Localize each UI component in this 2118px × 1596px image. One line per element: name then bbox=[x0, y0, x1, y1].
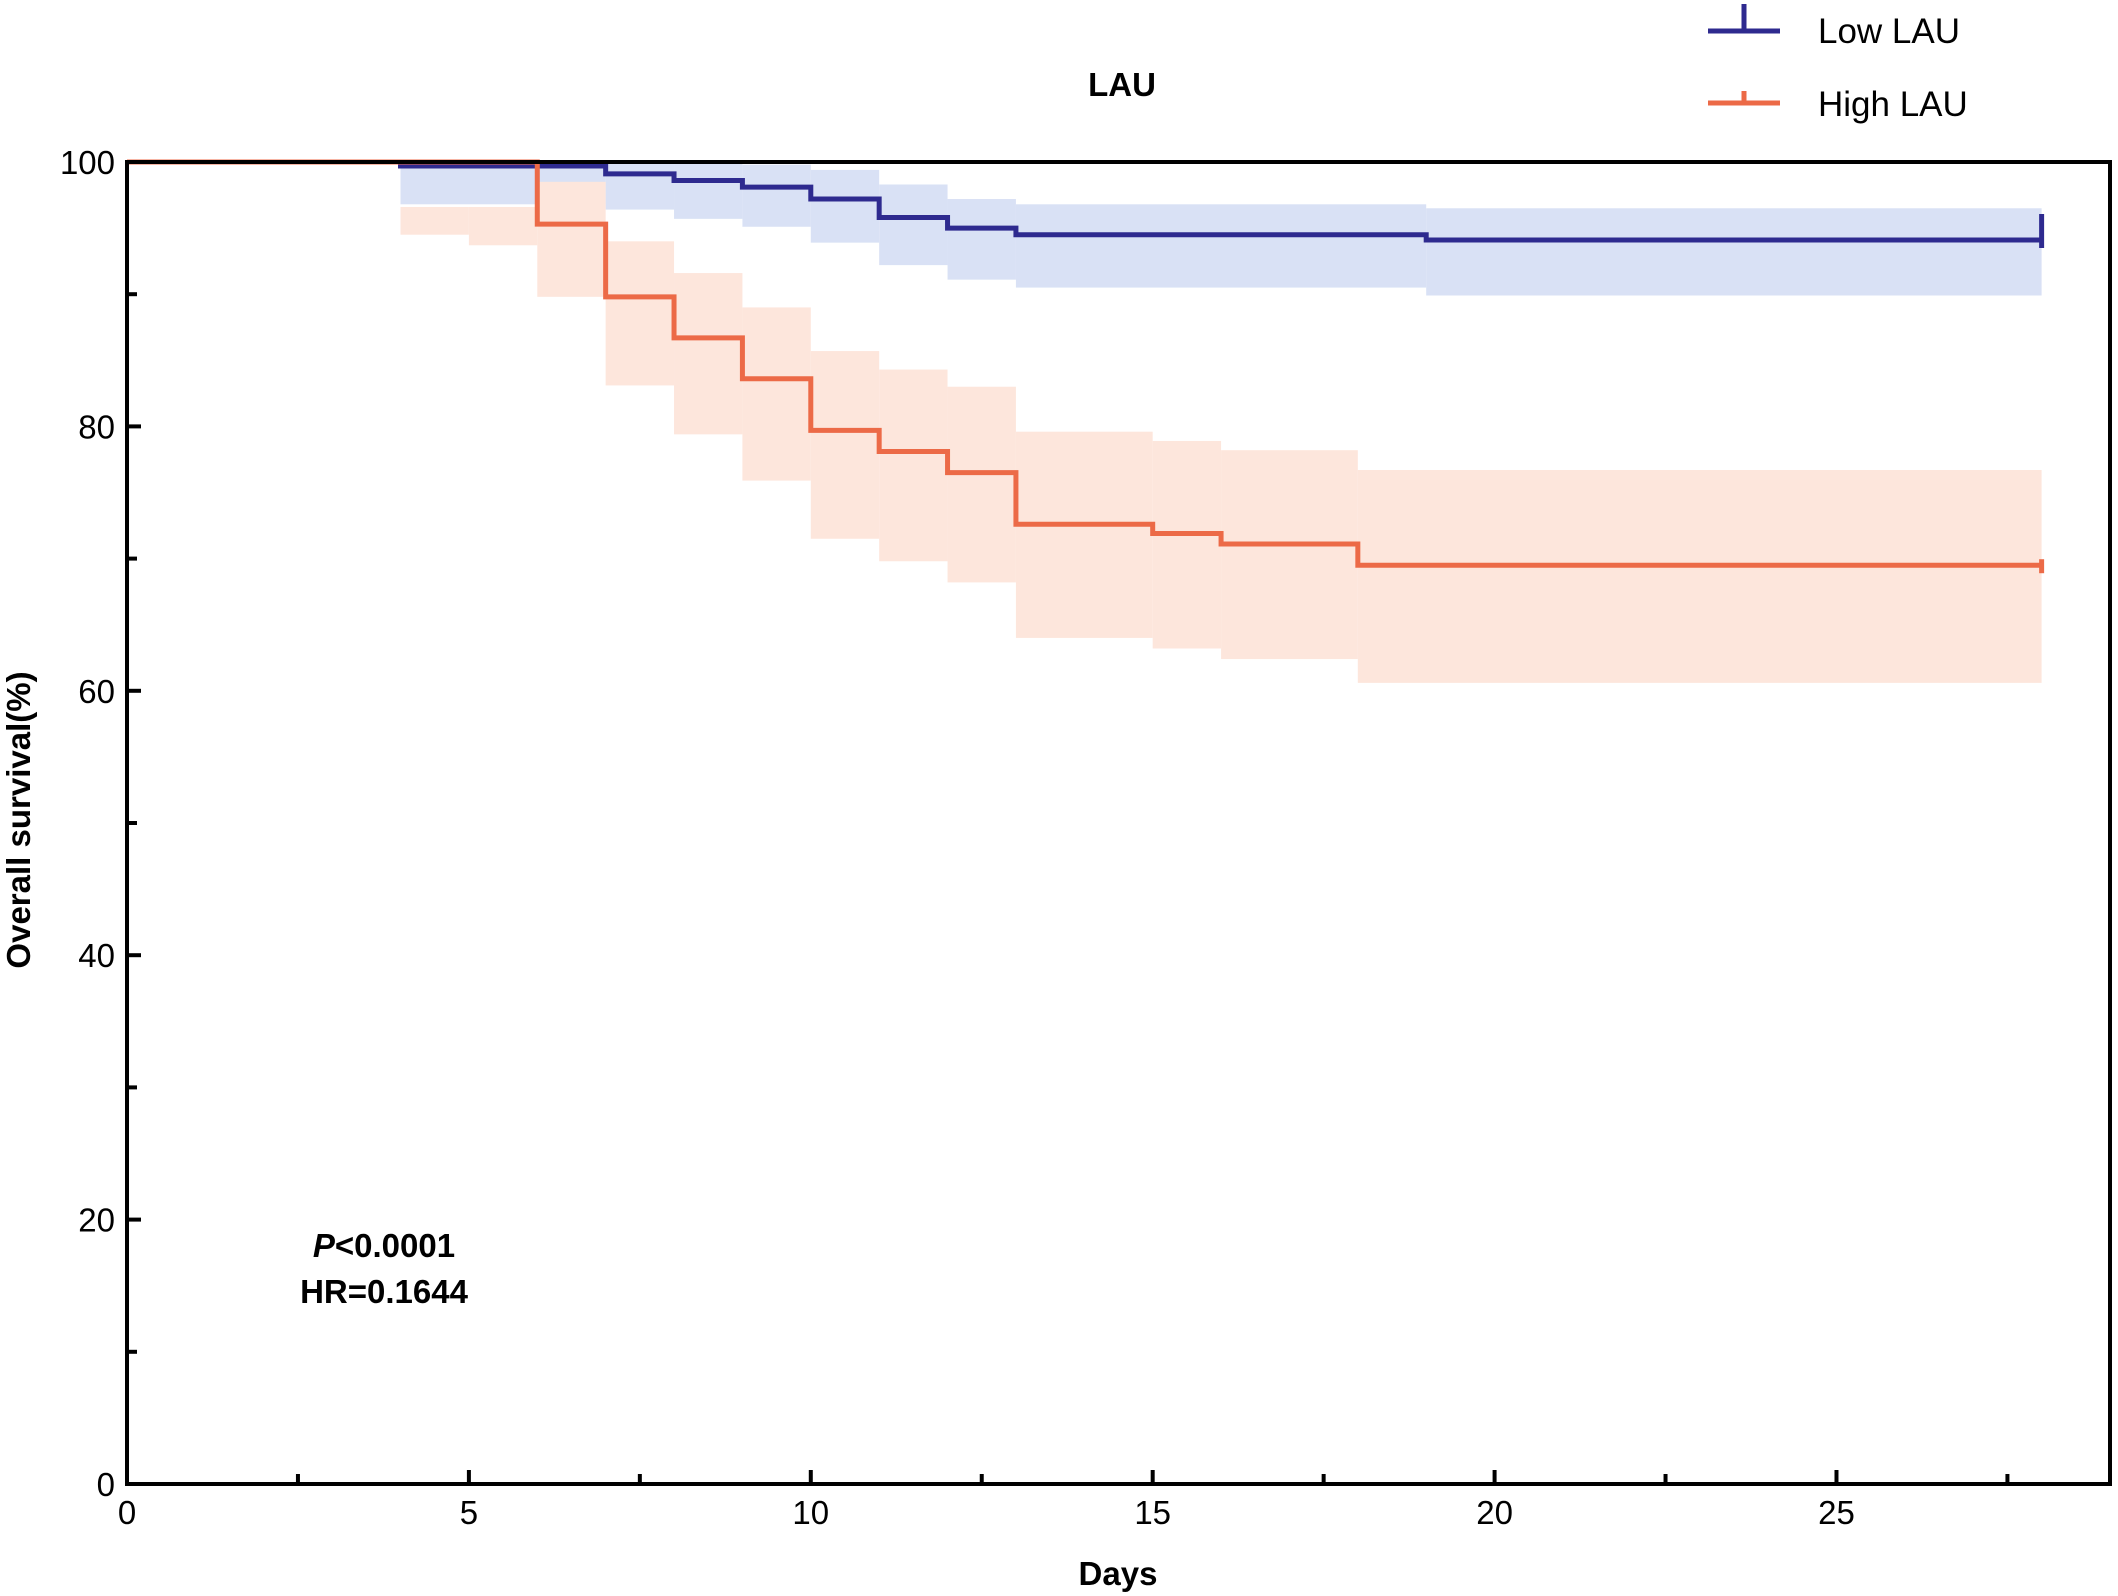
y-tick-label: 60 bbox=[78, 673, 115, 710]
ci-band-high-lau-1 bbox=[537, 181, 606, 297]
chart-title: LAU bbox=[1088, 66, 1156, 103]
ci-band-low-lau-8 bbox=[1015, 204, 1427, 288]
ci-band-high-lau-8 bbox=[1015, 431, 1153, 638]
x-tick-label: 15 bbox=[1134, 1494, 1171, 1531]
ci-band-low-lau-2 bbox=[605, 162, 675, 210]
y-tick-label: 100 bbox=[60, 144, 115, 181]
ci-band-high-lau-9 bbox=[1152, 440, 1222, 649]
ci-band-high-lau-4 bbox=[742, 307, 811, 481]
y-axis-ticks: 0 20 40 60 80 100 bbox=[60, 144, 141, 1503]
x-axis-title: Days bbox=[1079, 1555, 1158, 1592]
ci-band-low-lau-7 bbox=[947, 199, 1016, 280]
ci-band-high-lau-3 bbox=[674, 273, 743, 435]
legend-label-high-lau: High LAU bbox=[1818, 85, 1968, 124]
p-value: <0.0001 bbox=[335, 1227, 455, 1264]
p-value-prefix: P bbox=[313, 1227, 336, 1264]
ci-band-high-lau-5 bbox=[810, 351, 880, 539]
legend-item-low-lau: Low LAU bbox=[1708, 4, 1960, 51]
ci-band-low-lau-9 bbox=[1426, 208, 2042, 296]
survival-curve-high-lau bbox=[127, 159, 2042, 568]
ci-band-low-lau-5 bbox=[810, 169, 880, 243]
y-tick-label: 20 bbox=[78, 1202, 115, 1239]
ci-band-low-lau-6 bbox=[879, 184, 948, 266]
survival-curves bbox=[127, 159, 2045, 574]
x-tick-label: 10 bbox=[792, 1494, 829, 1531]
ci-band-high-lau-11 bbox=[1357, 470, 2042, 683]
ci-band-low-lau-3 bbox=[674, 162, 743, 219]
legend: Low LAU High LAU bbox=[1708, 4, 1968, 124]
ci-band-high-lau-pre-1 bbox=[468, 206, 538, 246]
hazard-ratio-label: HR=0.1644 bbox=[300, 1273, 469, 1310]
y-tick-label: 40 bbox=[78, 937, 115, 974]
x-tick-label: 0 bbox=[118, 1494, 136, 1531]
y-tick-label: 80 bbox=[78, 408, 115, 445]
ci-band-high-lau-10 bbox=[1221, 450, 1358, 660]
ci-band-low-lau-4 bbox=[742, 164, 811, 227]
statistics-annotation: P<0.0001 HR=0.1644 bbox=[300, 1227, 469, 1310]
y-tick-label: 0 bbox=[97, 1466, 115, 1503]
ci-band-high-lau-pre-0 bbox=[400, 206, 469, 235]
confidence-bands bbox=[400, 162, 2042, 683]
survival-curve-low-lau bbox=[127, 159, 2042, 243]
x-tick-label: 25 bbox=[1818, 1494, 1855, 1531]
x-axis-ticks: 0 5 10 15 20 25 bbox=[118, 1470, 2010, 1531]
ci-band-high-lau-2 bbox=[605, 241, 675, 386]
legend-item-high-lau: High LAU bbox=[1708, 85, 1968, 124]
x-tick-label: 20 bbox=[1476, 1494, 1513, 1531]
legend-label-low-lau: Low LAU bbox=[1818, 12, 1960, 51]
y-axis-title: Overall survival(%) bbox=[0, 671, 37, 968]
ci-band-high-lau-6 bbox=[879, 369, 948, 562]
x-tick-label: 5 bbox=[460, 1494, 478, 1531]
ci-band-high-lau-7 bbox=[947, 386, 1016, 583]
p-value-label: P<0.0001 bbox=[313, 1227, 455, 1264]
